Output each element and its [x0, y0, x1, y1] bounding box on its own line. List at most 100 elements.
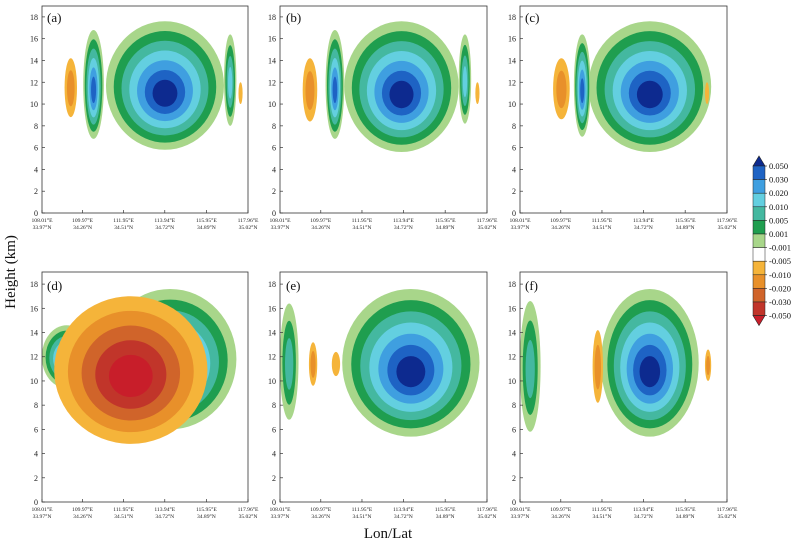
- x-tick-label-lat: 34.26°N: [311, 513, 330, 520]
- x-tick-label-lat: 35.02°N: [718, 513, 737, 520]
- x-tick-label-lat: 33.97°N: [511, 224, 530, 231]
- colorbar-swatch: [752, 233, 766, 248]
- x-tick-label-lat: 34.51°N: [593, 224, 612, 231]
- x-tick-label-lon: 108.01°E: [269, 506, 291, 513]
- colorbar-swatch: [752, 192, 766, 208]
- x-tick-label-lon: 113.94°E: [393, 506, 414, 513]
- x-tick-label-lon: 108.01°E: [269, 217, 291, 224]
- y-tick-label: 8: [272, 122, 276, 131]
- panel-label: (e): [286, 278, 300, 293]
- y-tick-label: 10: [508, 100, 516, 109]
- contour-level: [475, 82, 480, 105]
- colorbar-label: -0.050: [769, 311, 791, 321]
- x-tick-label-lat: 35.02°N: [718, 224, 737, 231]
- y-tick-label: 4: [512, 165, 516, 174]
- contour-field: [520, 288, 712, 437]
- y-axis-label: Height (km): [3, 235, 19, 309]
- x-tick-label-lon: 113.94°E: [393, 217, 414, 224]
- y-tick-label: 18: [30, 280, 38, 289]
- contour-level: [66, 70, 75, 107]
- plot-frame: [279, 271, 488, 503]
- y-tick-label: 0: [512, 209, 516, 218]
- y-tick-label: 6: [512, 425, 516, 434]
- y-tick-label: 12: [508, 353, 516, 362]
- contour-field: [553, 21, 712, 152]
- y-tick-label: 16: [508, 304, 516, 313]
- y-tick-label: 4: [512, 450, 516, 459]
- contour-level: [396, 356, 426, 388]
- y-tick-label: 12: [508, 78, 516, 87]
- x-tick-label-lat: 35.02°N: [239, 224, 258, 231]
- contour-level: [238, 82, 243, 105]
- x-tick-label-lon: 108.01°E: [509, 506, 531, 513]
- colorbar-swatch: [752, 247, 766, 262]
- y-tick-label: 16: [30, 35, 38, 44]
- x-tick-label-lon: 111.95°E: [592, 506, 613, 513]
- x-tick-label-lon: 108.01°E: [31, 217, 53, 224]
- y-tick-label: 10: [30, 377, 38, 386]
- y-tick-label: 6: [512, 144, 516, 153]
- x-tick-label-lon: 117.96°E: [717, 506, 738, 513]
- y-tick-label: 2: [34, 474, 38, 483]
- plot-frame: [519, 5, 728, 214]
- contour-level: [91, 76, 97, 104]
- x-tick-label-lon: 109.97°E: [550, 217, 572, 224]
- x-tick-label-lat: 34.26°N: [73, 513, 92, 520]
- contour-field: [302, 21, 480, 152]
- x-tick-label-lat: 34.26°N: [311, 224, 330, 231]
- y-tick-label: 16: [508, 35, 516, 44]
- x-tick-label-lon: 113.94°E: [633, 506, 654, 513]
- y-tick-label: 0: [272, 209, 276, 218]
- x-tick-label-lat: 34.26°N: [551, 513, 570, 520]
- y-tick-label: 8: [34, 122, 38, 131]
- y-tick-label: 4: [272, 450, 276, 459]
- panel-a: 024681012141618108.01°E33.97°N109.97°E34…: [30, 5, 259, 231]
- panel-b: 024681012141618108.01°E33.97°N109.97°E34…: [268, 5, 498, 231]
- x-tick-label-lat: 34.72°N: [155, 513, 174, 520]
- contour-level: [305, 71, 315, 110]
- y-tick-label: 0: [512, 498, 516, 507]
- contour-level: [389, 80, 414, 109]
- y-tick-label: 10: [30, 100, 38, 109]
- x-tick-label-lon: 109.97°E: [310, 506, 332, 513]
- y-tick-label: 14: [508, 56, 516, 65]
- contour-level: [525, 339, 535, 399]
- y-tick-label: 2: [272, 474, 276, 483]
- y-tick-label: 16: [268, 35, 276, 44]
- x-tick-label-lon: 109.97°E: [72, 506, 94, 513]
- contour-level: [152, 79, 178, 107]
- x-tick-label-lon: 117.96°E: [238, 217, 259, 224]
- y-tick-label: 10: [268, 100, 276, 109]
- panel-f: 024681012141618108.01°E33.97°N109.97°E34…: [508, 271, 738, 520]
- colorbar-swatch: [752, 206, 766, 221]
- x-tick-label-lon: 115.95°E: [675, 506, 696, 513]
- x-tick-label-lon: 113.94°E: [154, 217, 175, 224]
- x-tick-label-lon: 108.01°E: [31, 506, 53, 513]
- x-tick-label-lon: 109.97°E: [310, 217, 332, 224]
- x-tick-label-lat: 34.72°N: [634, 513, 653, 520]
- x-tick-label-lon: 115.95°E: [435, 217, 456, 224]
- panel-label: (c): [525, 10, 539, 25]
- y-tick-label: 14: [30, 329, 38, 338]
- y-tick-label: 10: [268, 377, 276, 386]
- y-tick-label: 12: [268, 78, 276, 87]
- x-tick-label-lon: 108.01°E: [509, 217, 531, 224]
- colorbar-label: -0.020: [769, 283, 791, 293]
- y-tick-label: 12: [30, 353, 38, 362]
- y-tick-label: 8: [34, 401, 38, 410]
- contour-level: [706, 355, 710, 376]
- x-tick-label-lat: 33.97°N: [33, 224, 52, 231]
- x-tick-label-lat: 33.97°N: [33, 513, 52, 520]
- colorbar-swatch: [752, 165, 766, 180]
- y-tick-label: 6: [34, 425, 38, 434]
- y-tick-label: 0: [34, 209, 38, 218]
- x-tick-label-lat: 34.72°N: [155, 224, 174, 231]
- y-tick-label: 14: [508, 329, 516, 338]
- colorbar-label: -0.030: [769, 297, 791, 307]
- y-tick-label: 2: [512, 474, 516, 483]
- contour-level: [594, 344, 602, 390]
- colorbar-swatch: [752, 274, 766, 289]
- colorbar: 0.050 0.030 0.020 0.010 0.005 0.001 -0.001 -0.0…: [752, 155, 791, 327]
- y-tick-label: 16: [268, 304, 276, 313]
- y-tick-label: 16: [30, 304, 38, 313]
